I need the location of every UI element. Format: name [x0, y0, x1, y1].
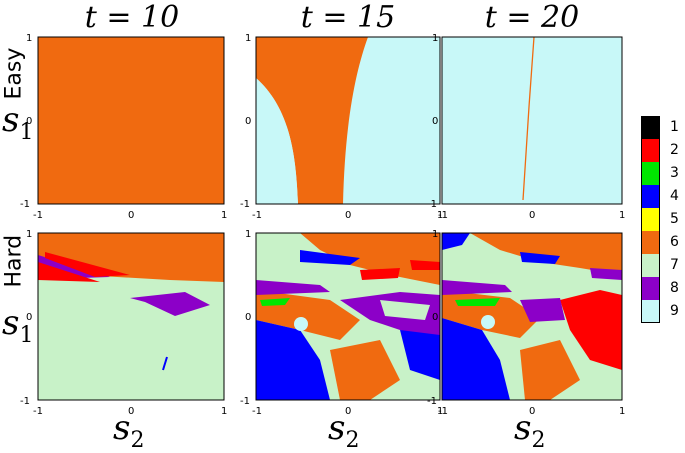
legend-swatch: [641, 208, 660, 231]
xtick-mid-r1c2: 0: [345, 210, 351, 221]
panel-easy-t10: [37, 36, 225, 205]
panel-hard-t10: [37, 232, 225, 401]
legend-swatch: [641, 277, 660, 300]
ytick-mid-row2: 0: [26, 312, 32, 323]
x-axis-label-col2: s2: [328, 408, 360, 453]
legend: 1 2 3 4 5 6 7 8 9: [641, 116, 681, 323]
y-axis-label-row2: s1: [2, 303, 34, 348]
xtick-min-r1c2: -1: [252, 210, 262, 221]
xtick-mid-r2c2: 0: [345, 406, 351, 417]
xtick-max-r2c2: 1: [437, 406, 443, 417]
ytick-top-row2-c2: 1: [245, 229, 251, 240]
legend-item: 9: [641, 300, 681, 323]
xtick-max-r1c2: 1: [437, 210, 443, 221]
legend-item: 8: [641, 277, 681, 300]
ytick-top-row1: 1: [26, 33, 32, 44]
column-title-t10: t = 10: [84, 0, 180, 35]
ytick-mid-row1: 0: [26, 116, 32, 127]
ytick-bot-row2-c2: -1: [240, 396, 250, 407]
legend-swatch: [641, 116, 660, 139]
x-axis-label-col1: s2: [113, 408, 145, 453]
ytick-top-row2: 1: [26, 229, 32, 240]
column-title-t20: t = 20: [484, 0, 580, 35]
legend-item: 4: [641, 185, 681, 208]
panel-hard-t20: [441, 232, 623, 401]
legend-label: 2: [670, 142, 679, 158]
legend-label: 3: [670, 165, 679, 181]
xtick-min-r1c1: -1: [33, 210, 43, 221]
ytick-mid-row2-c2: 0: [245, 312, 251, 323]
xtick-max-r1c3: 1: [619, 210, 625, 221]
legend-swatch: [641, 139, 660, 162]
legend-label: 6: [670, 234, 679, 250]
row-label-easy: Easy: [1, 47, 27, 100]
legend-item: 7: [641, 254, 681, 277]
legend-swatch: [641, 162, 660, 185]
ytick-bot-row1: -1: [20, 199, 30, 210]
xtick-min-r2c1: -1: [33, 406, 43, 417]
xtick-max-r2c1: 1: [221, 406, 227, 417]
ytick-top-row1-c3: 1: [432, 33, 438, 44]
legend-item: 3: [641, 162, 681, 185]
ytick-mid-row1-c3: 0: [432, 116, 438, 127]
ytick-bot-row1-c2: -1: [240, 199, 250, 210]
panel-easy-t15: [255, 36, 441, 205]
xtick-mid-r1c1: 0: [128, 210, 134, 221]
ytick-top-row1-c2: 1: [245, 33, 251, 44]
legend-item: 6: [641, 231, 681, 254]
row-label-hard: Hard: [1, 234, 27, 288]
ytick-bot-row1-c3: -1: [427, 199, 437, 210]
xtick-max-r1c1: 1: [221, 210, 227, 221]
xtick-min-r2c2: -1: [252, 406, 262, 417]
legend-label: 8: [670, 280, 679, 296]
ytick-top-row2-c3: 1: [432, 229, 438, 240]
legend-swatch: [641, 254, 660, 277]
legend-label: 9: [670, 303, 679, 319]
ytick-bot-row2: -1: [20, 396, 30, 407]
xtick-min-r1c3: -1: [438, 210, 448, 221]
tick-labels: 1 0 -1 1 0 -1 1 0 -1 1 0 -1 1 0 -1 1 0 -…: [20, 33, 625, 417]
legend-item: 1: [641, 116, 681, 139]
legend-item: 2: [641, 139, 681, 162]
legend-swatch: [641, 300, 660, 323]
legend-swatch: [641, 185, 660, 208]
panel-easy-t20: [441, 36, 623, 205]
xtick-min-r2c3: -1: [438, 406, 448, 417]
xtick-max-r2c3: 1: [619, 406, 625, 417]
panel-hard-t15: [255, 232, 441, 401]
ytick-mid-row2-c3: 0: [432, 312, 438, 323]
legend-label: 7: [670, 257, 679, 273]
y-axis-label-row1: s1: [2, 100, 34, 145]
legend-label: 5: [670, 211, 679, 227]
xtick-mid-r2c3: 0: [529, 406, 535, 417]
x-axis-label-col3: s2: [514, 408, 546, 453]
legend-label: 4: [670, 188, 679, 204]
legend-item: 5: [641, 208, 681, 231]
column-title-t15: t = 15: [300, 0, 396, 35]
xtick-mid-r1c3: 0: [529, 210, 535, 221]
xtick-mid-r2c1: 0: [128, 406, 134, 417]
legend-label: 1: [670, 119, 679, 135]
ytick-mid-row1-c2: 0: [245, 116, 251, 127]
ytick-bot-row2-c3: -1: [427, 396, 437, 407]
legend-swatch: [641, 231, 660, 254]
